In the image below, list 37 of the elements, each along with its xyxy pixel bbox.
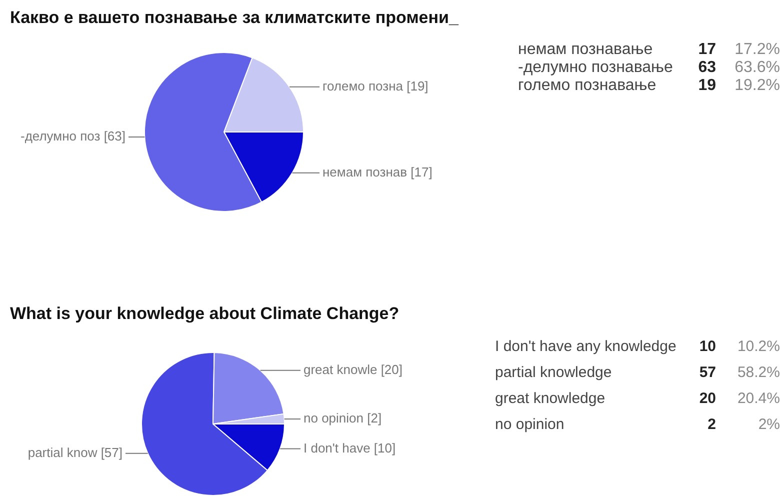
slice-label: great knowle: [304, 362, 378, 377]
slice-label: partial know: [28, 444, 98, 460]
text: 17.2%: [734, 41, 780, 59]
data-label: 2: [708, 415, 716, 435]
category-label: great knowledge: [495, 389, 606, 409]
category-label: no opinion: [495, 415, 564, 435]
text: 10.2%: [737, 337, 780, 357]
text: 58.2%: [737, 363, 780, 383]
data-label: 57: [699, 363, 716, 383]
slice-label: no opinion: [304, 410, 364, 426]
data-label: [57]: [100, 444, 123, 460]
chart-title: What is your knowledge about Climate Change?: [10, 304, 400, 324]
text: 19.2%: [734, 77, 780, 95]
slice-label: I don't have: [304, 440, 370, 456]
data-label: 20: [699, 389, 716, 409]
data-label: [19]: [406, 78, 428, 94]
data-label: 17: [698, 41, 716, 59]
text: 63.6%: [734, 59, 780, 77]
data-label: [2]: [367, 410, 382, 426]
data-label: [63]: [104, 128, 126, 144]
slice-label: големо позна: [322, 78, 404, 94]
text: 20.4%: [737, 389, 780, 409]
chart-title: Какво е вашето познавање за климатските промени_: [10, 8, 458, 28]
category-label: I don't have any knowledge: [495, 337, 676, 357]
data-label: 19: [698, 77, 716, 95]
slice-label: -делумно поз: [20, 128, 100, 144]
data-label: [17]: [410, 164, 432, 180]
category-label: partial knowledge: [495, 363, 612, 383]
text: 2%: [758, 415, 780, 435]
data-label: 63: [698, 59, 716, 77]
data-label: [20]: [380, 362, 403, 377]
data-label: 10: [699, 337, 716, 357]
data-label: [10]: [374, 440, 396, 456]
slice-label: немам познав: [322, 164, 408, 180]
category-label: големо познавање: [518, 77, 656, 95]
category-label: немам познавање: [518, 41, 653, 59]
category-label: -делумно познавање: [518, 59, 673, 77]
